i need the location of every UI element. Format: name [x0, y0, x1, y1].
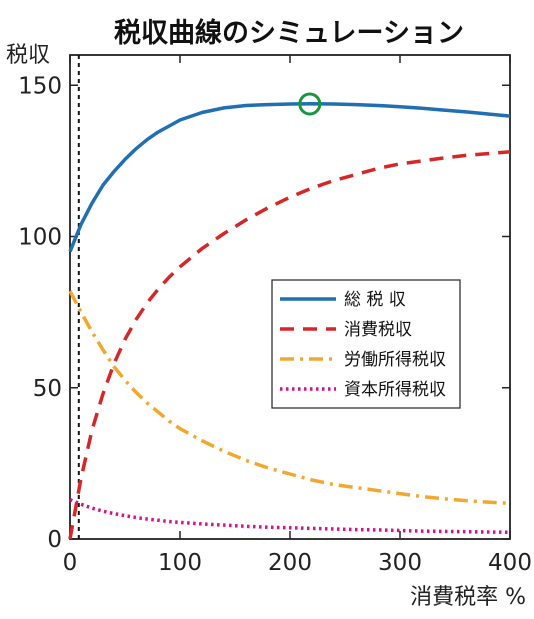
x-tick-label: 0	[63, 550, 78, 576]
series-line	[68, 101, 511, 253]
axis-tick-labels: 0 100 200 300 400 0 50 100 150	[18, 73, 532, 576]
x-tick-label: 300	[378, 550, 422, 576]
legend-label: 総 税 収	[344, 290, 406, 310]
legend-label: 資本所得税収	[344, 380, 446, 400]
series-line	[68, 150, 511, 540]
series-line	[69, 498, 511, 535]
legend-label: 労働所得税収	[344, 350, 446, 370]
peak-marker	[298, 92, 322, 116]
legend-label: 消費税収	[344, 320, 412, 340]
series-line	[68, 290, 511, 506]
legend-box	[271, 279, 461, 409]
y-tick-label: 50	[33, 376, 62, 402]
x-tick-label: 400	[488, 550, 532, 576]
x-tick-label: 100	[158, 550, 202, 576]
axis-ticks	[69, 55, 511, 540]
x-tick-label: 200	[268, 550, 312, 576]
series-group	[68, 101, 511, 540]
y-tick-label: 0	[47, 527, 62, 553]
y-tick-label: 100	[18, 225, 62, 251]
x-axis-label: 消費税率 %	[410, 585, 526, 610]
y-axis-label: 税収	[6, 43, 50, 68]
chart-title: 税収曲線のシミュレーション	[114, 17, 464, 49]
y-tick-label: 150	[18, 73, 62, 99]
